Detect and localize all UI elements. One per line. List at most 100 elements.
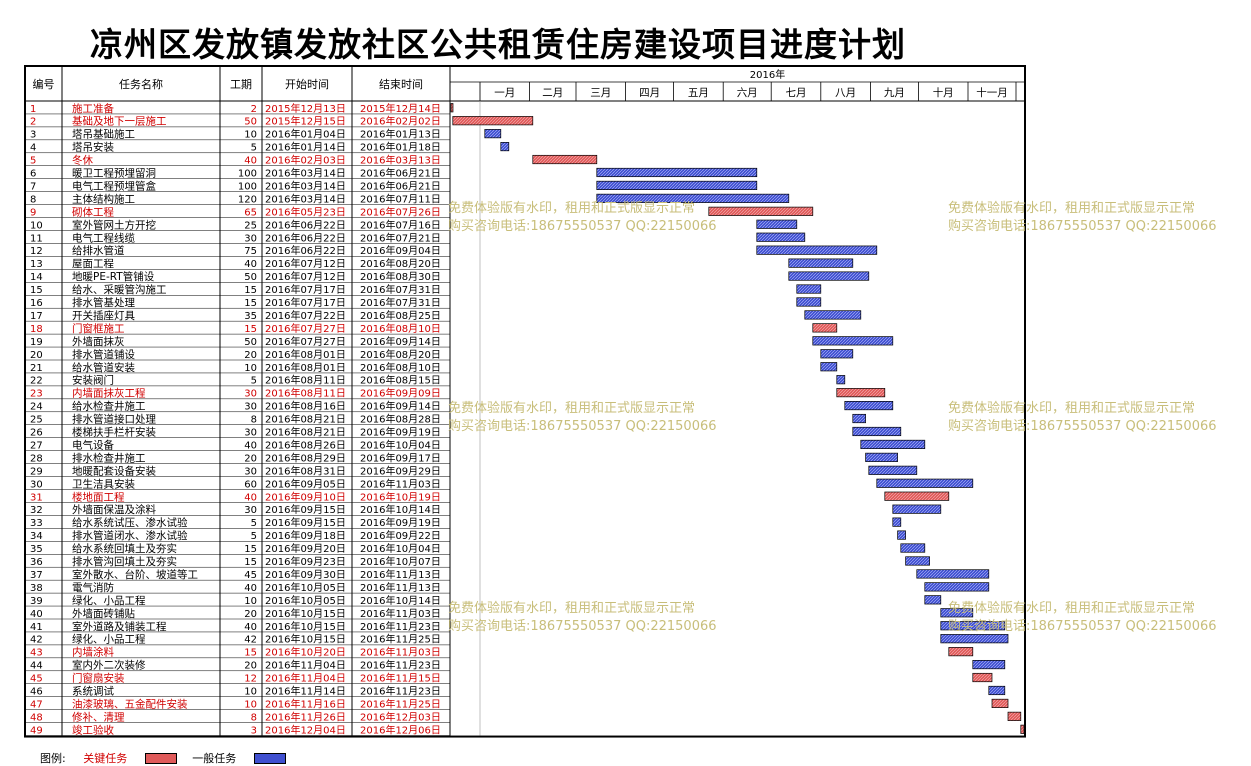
- task-id: 30: [30, 479, 43, 490]
- task-name: 卫生洁具安装: [72, 477, 135, 490]
- task-duration: 120: [238, 194, 257, 205]
- task-end: 2016年07月31日: [360, 296, 441, 309]
- task-end: 2016年11月15日: [360, 672, 441, 685]
- critical-task-bar: [836, 388, 886, 398]
- task-end: 2016年09月19日: [360, 426, 441, 439]
- critical-task-bar: [972, 672, 993, 683]
- normal-task-bar: [812, 336, 894, 346]
- legend-critical-swatch: [144, 752, 177, 764]
- task-start: 2016年08月11日: [265, 374, 346, 387]
- page-title: 凉州区发放镇发放社区公共租赁住房建设项目进度计划: [90, 25, 906, 64]
- month-label: 五月: [688, 87, 709, 99]
- legend-normal-swatch: [253, 752, 286, 764]
- task-end: 2016年07月31日: [360, 283, 441, 296]
- task-start: 2016年02月03日: [265, 154, 346, 167]
- task-duration: 40: [244, 259, 257, 270]
- task-start: 2016年07月22日: [265, 309, 346, 322]
- task-duration: 50: [244, 337, 257, 348]
- task-duration: 5: [251, 518, 257, 529]
- task-duration: 15: [244, 648, 257, 659]
- task-id: 32: [30, 505, 43, 516]
- task-start: 2016年03月14日: [265, 179, 346, 192]
- task-name: 绿化、小品工程: [72, 594, 146, 607]
- task-duration: 40: [244, 622, 257, 633]
- month-label: 九月: [884, 87, 905, 99]
- task-id: 22: [30, 376, 43, 387]
- task-start: 2016年08月21日: [265, 413, 346, 426]
- task-id: 11: [30, 233, 43, 244]
- task-end: 2016年11月25日: [360, 633, 441, 646]
- task-end: 2016年07月16日: [360, 218, 441, 231]
- task-id: 10: [30, 220, 43, 231]
- task-end: 2016年01月18日: [360, 141, 441, 154]
- task-duration: 5: [251, 143, 257, 154]
- task-end: 2016年11月03日: [360, 646, 441, 659]
- task-start: 2016年11月14日: [265, 685, 346, 698]
- task-name: 室外道路及铺装工程: [72, 620, 167, 633]
- task-id: 13: [30, 259, 43, 270]
- month-label: 三月: [590, 87, 611, 99]
- task-end: 2016年07月26日: [360, 205, 441, 218]
- task-id: 5: [30, 156, 36, 167]
- task-name: 排水管基处理: [72, 296, 135, 309]
- task-start: 2016年09月10日: [265, 490, 346, 503]
- month-label: 十一月: [976, 86, 1008, 99]
- task-end: 2016年08月20日: [360, 257, 441, 270]
- task-duration: 40: [244, 440, 257, 451]
- column-header: 开始时间: [285, 77, 329, 91]
- task-name: 给排水管道: [72, 244, 125, 257]
- normal-task-bar: [804, 310, 862, 320]
- task-end: 2016年09月14日: [360, 335, 441, 348]
- task-id: 43: [30, 648, 43, 659]
- normal-task-bar: [756, 232, 806, 242]
- task-start: 2016年03月14日: [265, 167, 346, 180]
- normal-task-bar: [844, 401, 894, 411]
- task-id: 37: [30, 570, 43, 581]
- task-duration: 10: [244, 363, 257, 374]
- normal-task-bar: [865, 452, 898, 462]
- task-name: 排水管道接口处理: [72, 413, 156, 426]
- task-start: 2016年07月27日: [265, 335, 346, 348]
- task-end: 2016年09月04日: [360, 244, 441, 257]
- task-id: 48: [30, 712, 43, 723]
- task-start: 2016年08月29日: [265, 451, 346, 464]
- task-end: 2016年08月20日: [360, 348, 441, 361]
- task-end: 2016年02月02日: [360, 115, 441, 128]
- task-duration: 10: [244, 596, 257, 607]
- task-id: 12: [30, 246, 43, 257]
- task-id: 45: [30, 674, 43, 685]
- task-name: 室内外二次装修: [72, 659, 146, 672]
- task-duration: 42: [244, 635, 257, 646]
- task-duration: 15: [244, 544, 257, 555]
- normal-task-bar: [905, 556, 930, 566]
- task-end: 2016年06月21日: [360, 167, 441, 180]
- task-duration: 8: [251, 712, 257, 723]
- task-end: 2016年08月10日: [360, 322, 441, 335]
- normal-task-bar: [940, 634, 1009, 644]
- task-duration: 15: [244, 324, 257, 335]
- task-id: 44: [30, 661, 43, 672]
- task-duration: 45: [244, 570, 257, 581]
- task-end: 2016年11月03日: [360, 607, 441, 620]
- task-start: 2016年10月05日: [265, 594, 346, 607]
- month-label: 六月: [737, 87, 758, 99]
- task-id: 4: [30, 143, 36, 154]
- task-name: 竣工验收: [72, 723, 114, 736]
- task-start: 2016年09月30日: [265, 568, 346, 581]
- normal-task-bar: [900, 543, 926, 553]
- task-name: 電气消防: [72, 581, 114, 594]
- month-label: 四月: [639, 87, 660, 99]
- task-name: 主体结构施工: [72, 192, 135, 205]
- task-duration: 50: [244, 272, 257, 283]
- task-end: 2016年11月23日: [360, 685, 441, 698]
- task-name: 开关插座灯具: [72, 309, 135, 322]
- task-end: 2016年10月14日: [360, 594, 441, 607]
- legend-label: 图例:: [40, 752, 66, 765]
- task-id: 3: [30, 130, 36, 141]
- critical-task-bar: [948, 647, 974, 657]
- normal-task-bar: [924, 582, 990, 592]
- task-name: 给水检查井施工: [72, 400, 146, 413]
- task-name: 排水检查井施工: [72, 451, 146, 464]
- task-start: 2016年10月20日: [265, 646, 346, 659]
